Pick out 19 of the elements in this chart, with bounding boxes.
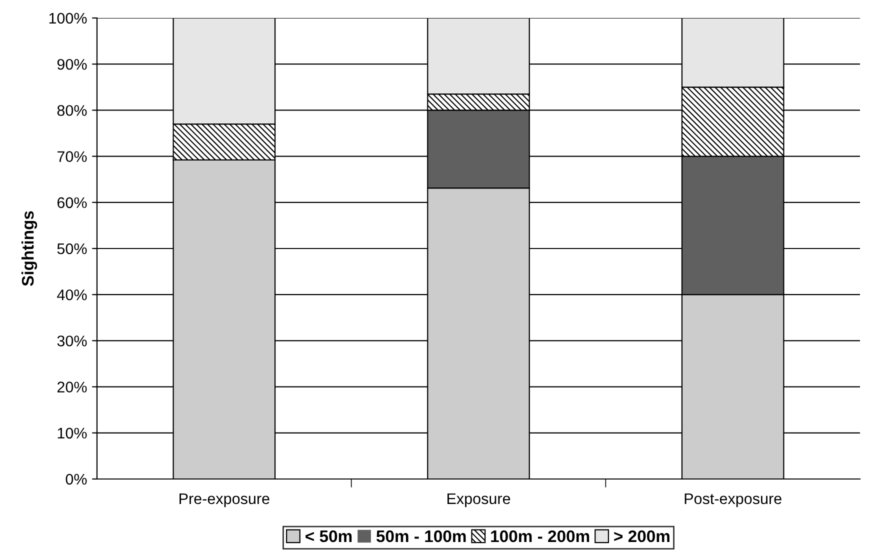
- y-tick-label: 100%: [49, 12, 87, 24]
- y-tick-label: 70%: [57, 151, 87, 162]
- y-tick-label: 30%: [57, 336, 87, 346]
- y-tick-label: 50%: [57, 243, 87, 254]
- legend-label: 100m - 200m: [491, 530, 590, 542]
- legend-label: > 200m: [614, 530, 670, 542]
- y-tick-label: 90%: [57, 58, 87, 70]
- x-tick-label: Post-exposure: [684, 493, 782, 508]
- x-tick-label: Exposure: [447, 493, 510, 508]
- y-tick-label: 80%: [57, 105, 87, 116]
- y-tick-label: 10%: [58, 428, 87, 439]
- legend-label: < 50m: [306, 530, 352, 542]
- y-tick-label: 40%: [57, 289, 87, 300]
- x-tick-label: Pre-exposure: [180, 493, 270, 508]
- y-tick-label: 20%: [57, 382, 87, 392]
- y-tick-label: 60%: [57, 197, 87, 208]
- legend-label: 50m - 100m: [376, 530, 466, 542]
- y-tick-label: 0%: [66, 474, 87, 485]
- y-axis-title: Sightings: [21, 211, 38, 286]
